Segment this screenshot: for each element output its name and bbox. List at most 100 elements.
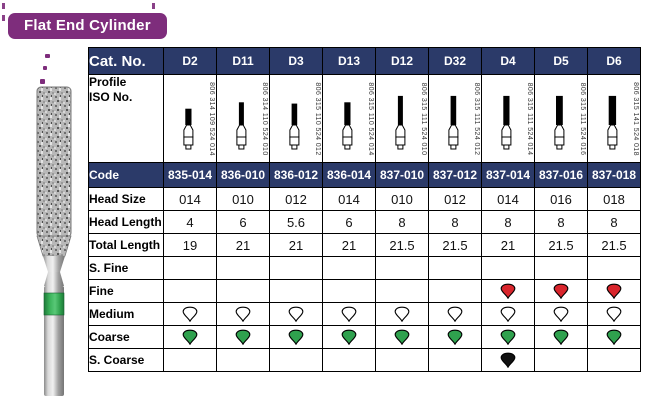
value-cell-D3: 21	[269, 233, 323, 257]
profile-cell-D2: 806 314 109 524 014	[163, 74, 217, 163]
profile-label-line: Profile	[89, 75, 127, 90]
grit-cell-D12	[375, 279, 429, 303]
drop-icon	[606, 283, 622, 299]
bur-profile-icon	[554, 95, 565, 149]
page-title: Flat End Cylinder	[8, 13, 167, 39]
profile-iso-label: Profile ISO No.	[88, 74, 164, 163]
value-cell-D12: 010	[375, 187, 429, 211]
drop-icon	[553, 306, 569, 322]
value-cell-D4: 8	[481, 210, 535, 234]
value-cell-D2: 835-014	[163, 162, 217, 188]
iso-number: 806 315 111 524 012	[473, 82, 480, 155]
grit-cell-D6	[587, 279, 641, 303]
profile-cell-D4: 806 315 111 524 014	[481, 74, 535, 163]
col-header-D2: D2	[163, 47, 217, 75]
grit-cell-D4	[481, 302, 535, 326]
grit-cell-D2	[163, 325, 217, 349]
grit-cell-D4	[481, 279, 535, 303]
drop-icon	[500, 306, 516, 322]
value-cell-D13: 836-014	[322, 162, 376, 188]
value-cell-D5: 8	[534, 210, 588, 234]
catalog-table: Cat. No. D2 D11 D3 D13 D12 D32 D4 D5 D6 Profile ISO…	[88, 47, 641, 372]
col-header-D3: D3	[269, 47, 323, 75]
grit-cell-D11	[216, 348, 270, 372]
value-cell-D32: 21.5	[428, 233, 482, 257]
row-coarse: Coarse	[88, 325, 641, 349]
grit-cell-D12	[375, 256, 429, 280]
value-cell-D3: 012	[269, 187, 323, 211]
drop-icon	[500, 352, 516, 368]
drop-icon	[288, 306, 304, 322]
row-head-size: Head Size 014 010 012 014 010 012 014 016 018	[88, 187, 641, 211]
decorative-dot	[43, 66, 47, 70]
col-header-D4: D4	[481, 47, 535, 75]
value-cell-D4: 837-014	[481, 162, 535, 188]
profile-cell-D3: 806 315 110 524 012	[269, 74, 323, 163]
grit-cell-D6	[587, 302, 641, 326]
cat-no-header: Cat. No.	[88, 47, 164, 75]
col-header-D12: D12	[375, 47, 429, 75]
drop-icon	[341, 306, 357, 322]
row-label: Head Length	[88, 210, 164, 234]
grit-cell-D3	[269, 348, 323, 372]
drop-icon	[447, 306, 463, 322]
value-cell-D2: 4	[163, 210, 217, 234]
value-cell-D11: 6	[216, 210, 270, 234]
row-label: Code	[88, 162, 164, 188]
drop-icon	[606, 329, 622, 345]
drop-icon	[235, 329, 251, 345]
row-s-coarse: S. Coarse	[88, 348, 641, 372]
value-cell-D6: 837-018	[587, 162, 641, 188]
iso-number: 806 315 110 524 012	[314, 81, 321, 156]
iso-number: 806 315 111 524 014	[526, 82, 533, 155]
value-cell-D5: 016	[534, 187, 588, 211]
grit-cell-D6	[587, 348, 641, 372]
value-cell-D6: 21.5	[587, 233, 641, 257]
row-fine: Fine	[88, 279, 641, 303]
row-label: Coarse	[88, 325, 164, 349]
bur-profile-icon	[342, 101, 353, 149]
grit-cell-D11	[216, 279, 270, 303]
drop-icon	[553, 329, 569, 345]
value-cell-D32: 837-012	[428, 162, 482, 188]
grit-cell-D32	[428, 325, 482, 349]
profile-cell-D12: 806 315 111 524 010	[375, 74, 429, 163]
grit-cell-D5	[534, 348, 588, 372]
bur-profile-icon	[183, 108, 194, 149]
profile-cell-D32: 806 315 111 524 012	[428, 74, 482, 163]
profile-cell-D5: 806 315 111 524 016	[534, 74, 588, 163]
grit-cell-D32	[428, 302, 482, 326]
grit-cell-D11	[216, 302, 270, 326]
value-cell-D6: 018	[587, 187, 641, 211]
value-cell-D32: 8	[428, 210, 482, 234]
grit-cell-D13	[322, 256, 376, 280]
row-medium: Medium	[88, 302, 641, 326]
grit-cell-D13	[322, 325, 376, 349]
bur-profile-icon	[501, 95, 512, 149]
col-header-D13: D13	[322, 47, 376, 75]
grit-cell-D6	[587, 325, 641, 349]
row-label: Total Length	[88, 233, 164, 257]
iso-number: 806 315 110 524 014	[367, 81, 374, 156]
value-cell-D13: 014	[322, 187, 376, 211]
grit-cell-D4	[481, 325, 535, 349]
row-head-length: Head Length 4 6 5.6 6 8 8 8 8 8	[88, 210, 641, 234]
decorative-dot	[45, 54, 50, 58]
iso-number: 806 315 111 524 016	[579, 82, 586, 155]
value-cell-D13: 21	[322, 233, 376, 257]
iso-number: 806 315 141 524 018	[632, 81, 639, 156]
row-code: Code 835-014 836-010 836-012 836-014 837-010 8…	[88, 162, 641, 188]
value-cell-D2: 19	[163, 233, 217, 257]
decorative-dot	[40, 79, 45, 84]
value-cell-D11: 010	[216, 187, 270, 211]
grit-cell-D2	[163, 302, 217, 326]
drop-icon	[182, 329, 198, 345]
diamond-bur-photo	[36, 86, 72, 396]
row-label: Medium	[88, 302, 164, 326]
row-label: Head Size	[88, 187, 164, 211]
iso-number: 806 314 109 524 014	[208, 81, 215, 156]
value-cell-D11: 21	[216, 233, 270, 257]
grit-cell-D4	[481, 256, 535, 280]
value-cell-D11: 836-010	[216, 162, 270, 188]
badge-ornament-right	[152, 3, 158, 21]
